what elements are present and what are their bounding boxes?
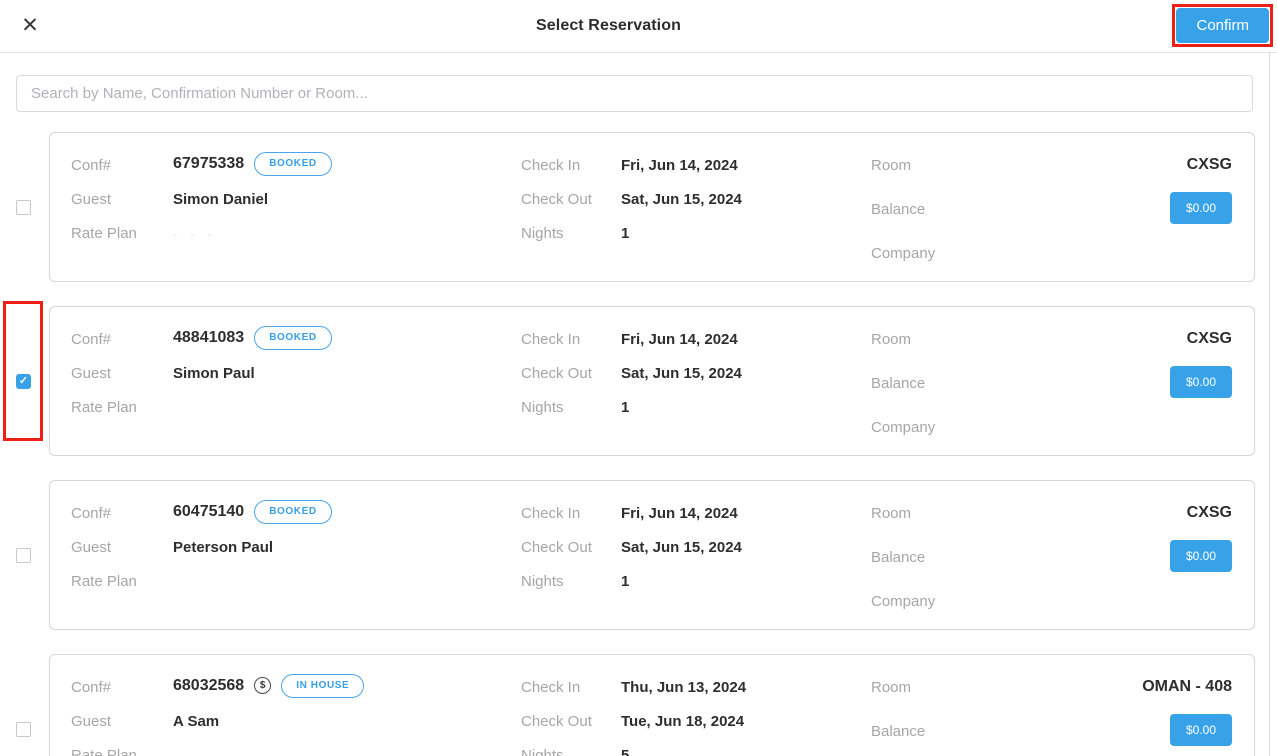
reservation-row: Conf# 60475140 BOOKED Guest Peterson Pau… — [0, 480, 1255, 630]
guest-name: Simon Paul — [173, 365, 255, 382]
room-value: CXSG — [1186, 504, 1232, 521]
reservation-row: Conf# 67975338 BOOKED Guest Simon Daniel… — [0, 132, 1255, 282]
room-label: Room — [871, 505, 912, 522]
close-button[interactable]: ✕ — [14, 10, 46, 42]
guest-label: Guest — [71, 191, 112, 208]
check-in-date: Fri, Jun 14, 2024 — [621, 505, 738, 522]
conf-number: 68032568 — [173, 676, 245, 694]
reservation-card[interactable]: Conf# 60475140 BOOKED Guest Peterson Pau… — [49, 480, 1255, 630]
balance-badge: $0.00 — [1170, 540, 1232, 572]
reservation-checkbox[interactable] — [16, 548, 31, 563]
guest-label: Guest — [71, 713, 112, 730]
confirm-button[interactable]: Confirm — [1176, 8, 1269, 43]
balance-badge: $0.00 — [1170, 714, 1232, 746]
company-label: Company — [871, 593, 936, 610]
reservation-card[interactable]: Conf# 48841083 BOOKED Guest Simon Paul R… — [49, 306, 1255, 456]
balance-label: Balance — [871, 723, 926, 740]
rate-plan-label: Rate Plan — [71, 573, 137, 590]
conf-label: Conf# — [71, 679, 112, 696]
check-in-label: Check In — [521, 679, 581, 696]
modal-title: Select Reservation — [536, 17, 681, 34]
room-value: OMAN - 408 — [1142, 678, 1232, 695]
balance-label: Balance — [871, 549, 926, 566]
conf-number: 48841083 — [173, 328, 245, 346]
reservation-list: Conf# 67975338 BOOKED Guest Simon Daniel… — [0, 132, 1277, 756]
rate-plan-label: Rate Plan — [71, 225, 137, 242]
nights-label: Nights — [521, 225, 564, 242]
check-out-label: Check Out — [521, 191, 592, 208]
check-in-label: Check In — [521, 505, 581, 522]
balance-label: Balance — [871, 375, 926, 392]
check-out-date: Sat, Jun 15, 2024 — [621, 365, 742, 382]
room-label: Room — [871, 157, 912, 174]
rate-plan-label: Rate Plan — [71, 399, 137, 416]
balance-badge: $0.00 — [1170, 366, 1232, 398]
nights-value: 1 — [621, 225, 630, 242]
company-label: Company — [871, 245, 936, 262]
status-badge: IN HOUSE — [281, 673, 365, 698]
conf-label: Conf# — [71, 157, 112, 174]
room-value: CXSG — [1186, 156, 1232, 173]
conf-number: 60475140 — [173, 502, 245, 520]
check-out-label: Check Out — [521, 713, 592, 730]
reservation-card[interactable]: Conf# 68032568 $ IN HOUSE Guest A Sam Ra… — [49, 654, 1255, 756]
check-out-date: Sat, Jun 15, 2024 — [621, 191, 742, 208]
rate-plan-label: Rate Plan — [71, 747, 137, 756]
status-badge: BOOKED — [254, 325, 332, 350]
balance-badge: $0.00 — [1170, 192, 1232, 224]
conf-row: 67975338 BOOKED — [173, 151, 332, 176]
nights-label: Nights — [521, 747, 564, 756]
guest-name: Simon Daniel — [173, 191, 269, 208]
conf-row: 68032568 $ IN HOUSE — [173, 673, 365, 698]
guest-label: Guest — [71, 539, 112, 556]
close-icon: ✕ — [21, 14, 39, 37]
conf-label: Conf# — [71, 331, 112, 348]
company-label: Company — [871, 419, 936, 436]
guest-name: A Sam — [173, 713, 220, 730]
nights-value: 1 — [621, 399, 630, 416]
room-value: CXSG — [1186, 330, 1232, 347]
reservation-checkbox[interactable] — [16, 200, 31, 215]
nights-label: Nights — [521, 399, 564, 416]
reservation-row: Conf# 68032568 $ IN HOUSE Guest A Sam Ra… — [0, 654, 1255, 756]
check-in-label: Check In — [521, 157, 581, 174]
check-in-date: Fri, Jun 14, 2024 — [621, 331, 738, 348]
reservation-card[interactable]: Conf# 67975338 BOOKED Guest Simon Daniel… — [49, 132, 1255, 282]
room-label: Room — [871, 679, 912, 696]
confirm-annotation-highlight: Confirm — [1172, 4, 1273, 47]
check-in-label: Check In — [521, 331, 581, 348]
reservation-row: ✓ Conf# 48841083 BOOKED Guest Simon Paul… — [0, 301, 1255, 456]
modal-header: ✕ Select Reservation Confirm — [0, 0, 1277, 53]
guest-label: Guest — [71, 365, 112, 382]
status-badge: BOOKED — [254, 151, 332, 176]
reservation-checkbox[interactable]: ✓ — [16, 374, 31, 389]
conf-label: Conf# — [71, 505, 112, 522]
check-in-date: Fri, Jun 14, 2024 — [621, 157, 738, 174]
nights-label: Nights — [521, 573, 564, 590]
nights-value: 1 — [621, 573, 630, 590]
conf-number: 67975338 — [173, 154, 245, 172]
conf-row: 60475140 BOOKED — [173, 499, 332, 524]
conf-row: 48841083 BOOKED — [173, 325, 332, 350]
check-out-date: Tue, Jun 18, 2024 — [621, 713, 745, 730]
check-out-label: Check Out — [521, 365, 592, 382]
room-label: Room — [871, 331, 912, 348]
scrollbar-track[interactable] — [1269, 52, 1270, 756]
payment-dollar-icon: $ — [254, 677, 272, 694]
guest-name: Peterson Paul — [173, 539, 274, 556]
checkbox-annotation-highlight — [3, 301, 43, 441]
search-input[interactable] — [16, 75, 1253, 112]
check-out-label: Check Out — [521, 539, 592, 556]
balance-label: Balance — [871, 201, 926, 218]
rate-plan-value: - - - — [173, 227, 217, 241]
check-in-date: Thu, Jun 13, 2024 — [621, 679, 747, 696]
check-out-date: Sat, Jun 15, 2024 — [621, 539, 742, 556]
nights-value: 5 — [621, 747, 630, 756]
status-badge: BOOKED — [254, 499, 332, 524]
reservation-checkbox[interactable] — [16, 722, 31, 737]
